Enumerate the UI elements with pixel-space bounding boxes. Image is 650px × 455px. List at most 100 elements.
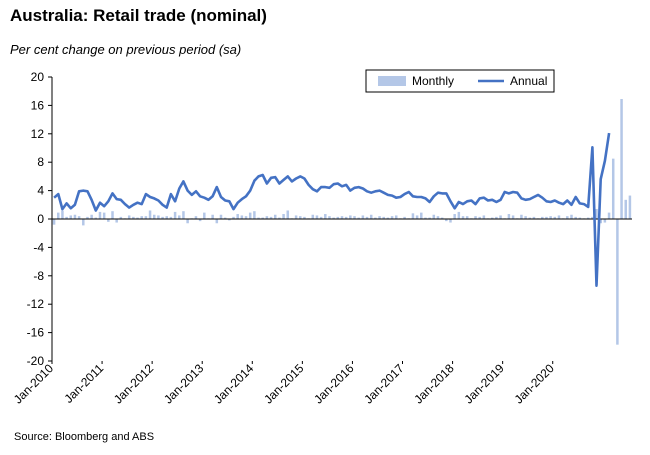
monthly-bar [286, 210, 290, 219]
monthly-bar [382, 216, 385, 219]
monthly-bar [269, 216, 273, 219]
monthly-bar [457, 211, 461, 219]
monthly-bar [415, 215, 419, 219]
monthly-bar [545, 216, 548, 219]
monthly-bar [603, 219, 607, 223]
y-tick-label: 16 [31, 98, 45, 112]
monthly-bar [616, 219, 619, 345]
monthly-bar [127, 215, 131, 219]
legend-box [365, 69, 555, 93]
monthly-bar [599, 219, 602, 224]
monthly-bar [82, 219, 85, 226]
monthly-bar [203, 212, 206, 219]
monthly-bar [340, 216, 344, 219]
monthly-bar [232, 216, 235, 219]
monthly-bar [236, 214, 239, 219]
monthly-bar [324, 214, 327, 219]
monthly-bar [165, 216, 168, 219]
y-tick-label: 8 [37, 155, 44, 169]
monthly-bar [244, 216, 248, 219]
annual-line [53, 132, 611, 288]
legend-swatch-monthly [378, 76, 406, 86]
y-tick-label: -8 [33, 269, 44, 283]
monthly-bar [495, 216, 498, 219]
monthly-bar [57, 212, 60, 219]
legend-label-monthly: Monthly [412, 74, 454, 88]
monthly-bar [624, 199, 627, 219]
monthly-bar [432, 214, 436, 219]
x-tick-label: Jan-2016 [311, 361, 357, 407]
monthly-bar [86, 216, 89, 219]
monthly-bar [253, 211, 256, 219]
x-tick-label: Jan-2018 [411, 361, 457, 407]
y-tick-label: 12 [31, 127, 45, 141]
monthly-bar [574, 216, 577, 219]
monthly-bar [566, 216, 569, 219]
monthly-bar [194, 216, 198, 219]
monthly-bar [336, 216, 340, 219]
monthly-bar [394, 215, 398, 219]
y-tick-label: -4 [33, 240, 44, 254]
monthly-bar [611, 158, 615, 219]
monthly-bar [499, 215, 502, 219]
monthly-bar [299, 216, 302, 219]
monthly-bar [223, 217, 227, 219]
monthly-bar [94, 217, 98, 219]
monthly-bar [311, 214, 315, 219]
legend-label-annual: Annual [510, 74, 547, 88]
monthly-bar [98, 211, 102, 219]
monthly-bar [474, 216, 477, 219]
monthly-bar [132, 216, 135, 219]
monthly-bar [520, 214, 523, 219]
monthly-bar [228, 219, 231, 221]
monthly-bar [144, 216, 148, 219]
monthly-bar [532, 216, 536, 219]
monthly-bar [357, 217, 360, 219]
monthly-bar [173, 211, 177, 219]
monthly-bar [507, 214, 511, 219]
y-tick-label: 20 [31, 70, 45, 84]
x-tick-label: Jan-2015 [261, 361, 307, 407]
monthly-bar [436, 216, 440, 219]
monthly-bar [90, 214, 93, 219]
monthly-bar [61, 210, 64, 219]
monthly-bar [248, 212, 252, 219]
monthly-bar [328, 216, 331, 219]
monthly-bar [111, 211, 114, 219]
monthly-bar [211, 214, 214, 219]
monthly-bar [178, 215, 181, 219]
x-tick-label: Jan-2011 [62, 361, 107, 406]
monthly-bar [465, 216, 469, 219]
monthly-bar [453, 214, 456, 219]
monthly-bar [411, 213, 415, 219]
monthly-bar [511, 215, 515, 219]
monthly-bar [528, 217, 532, 219]
y-tick-label: -16 [27, 326, 45, 340]
monthly-bar [428, 217, 431, 219]
x-tick-label: Jan-2013 [161, 361, 207, 407]
monthly-bar [161, 216, 164, 219]
monthly-bar [107, 219, 110, 222]
monthly-bar [140, 216, 143, 219]
monthly-bar [315, 215, 319, 219]
monthly-bar [77, 216, 81, 219]
monthly-bar [449, 219, 452, 223]
monthly-bar [303, 216, 306, 219]
monthly-bar [186, 219, 189, 224]
monthly-bar [157, 215, 160, 219]
monthly-bar [570, 214, 573, 219]
monthly-bar [369, 214, 373, 219]
monthly-bar [73, 214, 77, 219]
x-tick-label: Jan-2019 [461, 361, 507, 407]
monthly-bar [620, 99, 623, 219]
monthly-bar [549, 216, 552, 219]
chart-title: Australia: Retail trade (nominal) [10, 6, 267, 25]
monthly-bar [578, 217, 582, 219]
monthly-bar [219, 214, 223, 219]
monthly-bar [420, 212, 423, 219]
monthly-bar [152, 214, 156, 219]
monthly-bar [265, 216, 269, 219]
monthly-bar [278, 217, 281, 219]
monthly-bar [403, 216, 406, 219]
